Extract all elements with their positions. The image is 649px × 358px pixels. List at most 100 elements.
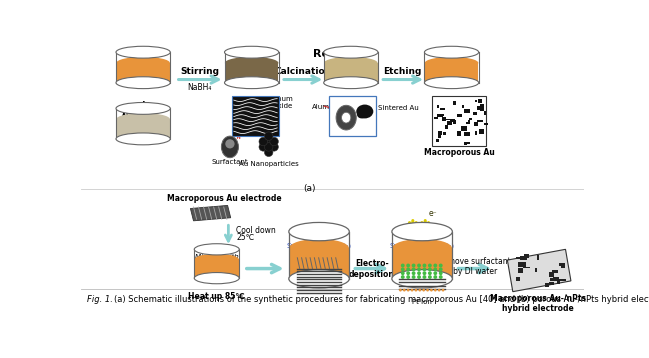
- Circle shape: [411, 267, 415, 271]
- Circle shape: [264, 137, 273, 146]
- Ellipse shape: [194, 272, 239, 284]
- Bar: [225, 52, 279, 83]
- Bar: [483, 130, 484, 132]
- Ellipse shape: [225, 57, 278, 69]
- Circle shape: [264, 148, 273, 156]
- Bar: [194, 249, 239, 278]
- Polygon shape: [508, 249, 571, 292]
- Bar: [552, 271, 558, 274]
- Circle shape: [434, 271, 437, 275]
- Circle shape: [411, 271, 415, 275]
- Ellipse shape: [357, 111, 366, 118]
- Circle shape: [415, 289, 417, 291]
- Circle shape: [417, 263, 421, 267]
- Bar: [477, 106, 482, 110]
- Bar: [441, 114, 444, 116]
- Bar: [329, 96, 376, 136]
- Ellipse shape: [225, 77, 279, 89]
- Bar: [469, 118, 472, 120]
- Circle shape: [411, 275, 415, 279]
- Bar: [468, 120, 471, 123]
- Bar: [425, 63, 478, 83]
- Bar: [392, 248, 452, 279]
- Text: C₁₆EO₈: C₁₆EO₈: [205, 258, 228, 265]
- Bar: [464, 109, 470, 113]
- Circle shape: [259, 137, 267, 146]
- Bar: [477, 120, 483, 122]
- Ellipse shape: [225, 139, 234, 149]
- Bar: [550, 279, 555, 281]
- Ellipse shape: [425, 57, 478, 69]
- Bar: [450, 119, 454, 122]
- Bar: [440, 108, 445, 110]
- Text: Stirring: Stirring: [180, 67, 219, 77]
- Bar: [432, 96, 487, 146]
- Circle shape: [428, 267, 432, 271]
- Text: Macroporous Au electrode: Macroporous Au electrode: [167, 194, 282, 203]
- Circle shape: [434, 267, 437, 271]
- Circle shape: [259, 143, 267, 151]
- Circle shape: [406, 267, 410, 271]
- Circle shape: [422, 267, 426, 271]
- Text: HCPA and DI: HCPA and DI: [195, 263, 239, 269]
- Circle shape: [399, 289, 402, 291]
- Bar: [518, 265, 521, 267]
- Bar: [447, 121, 452, 125]
- Circle shape: [401, 271, 405, 275]
- Bar: [474, 122, 478, 126]
- Bar: [195, 260, 239, 278]
- Circle shape: [401, 267, 405, 271]
- Circle shape: [270, 137, 278, 146]
- Circle shape: [417, 267, 421, 271]
- Circle shape: [428, 275, 432, 279]
- Ellipse shape: [221, 136, 238, 158]
- Bar: [523, 267, 530, 268]
- Bar: [474, 131, 477, 135]
- Bar: [537, 256, 539, 260]
- Text: +: +: [138, 99, 149, 113]
- Bar: [484, 111, 486, 115]
- Bar: [116, 108, 170, 139]
- Bar: [453, 120, 456, 124]
- Text: Sec-butoxide: Sec-butoxide: [118, 118, 168, 127]
- Circle shape: [434, 263, 437, 267]
- Bar: [461, 126, 467, 131]
- Bar: [484, 123, 487, 125]
- Text: Surfactant(C₁₆EO₈): Surfactant(C₁₆EO₈): [389, 242, 455, 249]
- Circle shape: [426, 289, 429, 291]
- Circle shape: [264, 132, 273, 140]
- Text: Sintered Au: Sintered Au: [378, 105, 419, 111]
- Ellipse shape: [392, 239, 452, 257]
- Bar: [557, 280, 560, 284]
- Circle shape: [407, 289, 410, 291]
- Bar: [466, 122, 470, 124]
- Circle shape: [411, 289, 413, 291]
- Ellipse shape: [195, 254, 239, 265]
- Bar: [436, 139, 439, 142]
- Text: Mixture with: Mixture with: [195, 254, 239, 260]
- Bar: [480, 107, 484, 111]
- Circle shape: [422, 289, 425, 291]
- Bar: [462, 105, 463, 108]
- Ellipse shape: [324, 46, 378, 58]
- Circle shape: [422, 271, 426, 275]
- Bar: [465, 132, 470, 136]
- Text: Electro-
deposition: Electro- deposition: [349, 259, 395, 279]
- Bar: [553, 277, 559, 281]
- Bar: [437, 134, 441, 138]
- Bar: [465, 142, 467, 145]
- Bar: [561, 263, 565, 268]
- Circle shape: [439, 263, 443, 267]
- Bar: [478, 99, 482, 103]
- Text: Macroporous Au: Macroporous Au: [424, 149, 495, 158]
- Bar: [480, 104, 484, 108]
- Circle shape: [428, 263, 432, 267]
- Circle shape: [439, 267, 443, 271]
- Circle shape: [419, 289, 421, 291]
- Circle shape: [438, 289, 441, 291]
- Text: Remove surfactant
by DI water: Remove surfactant by DI water: [439, 257, 511, 276]
- Text: Fig. 1.: Fig. 1.: [88, 295, 113, 304]
- Circle shape: [434, 289, 437, 291]
- Ellipse shape: [341, 112, 351, 123]
- Bar: [116, 63, 170, 83]
